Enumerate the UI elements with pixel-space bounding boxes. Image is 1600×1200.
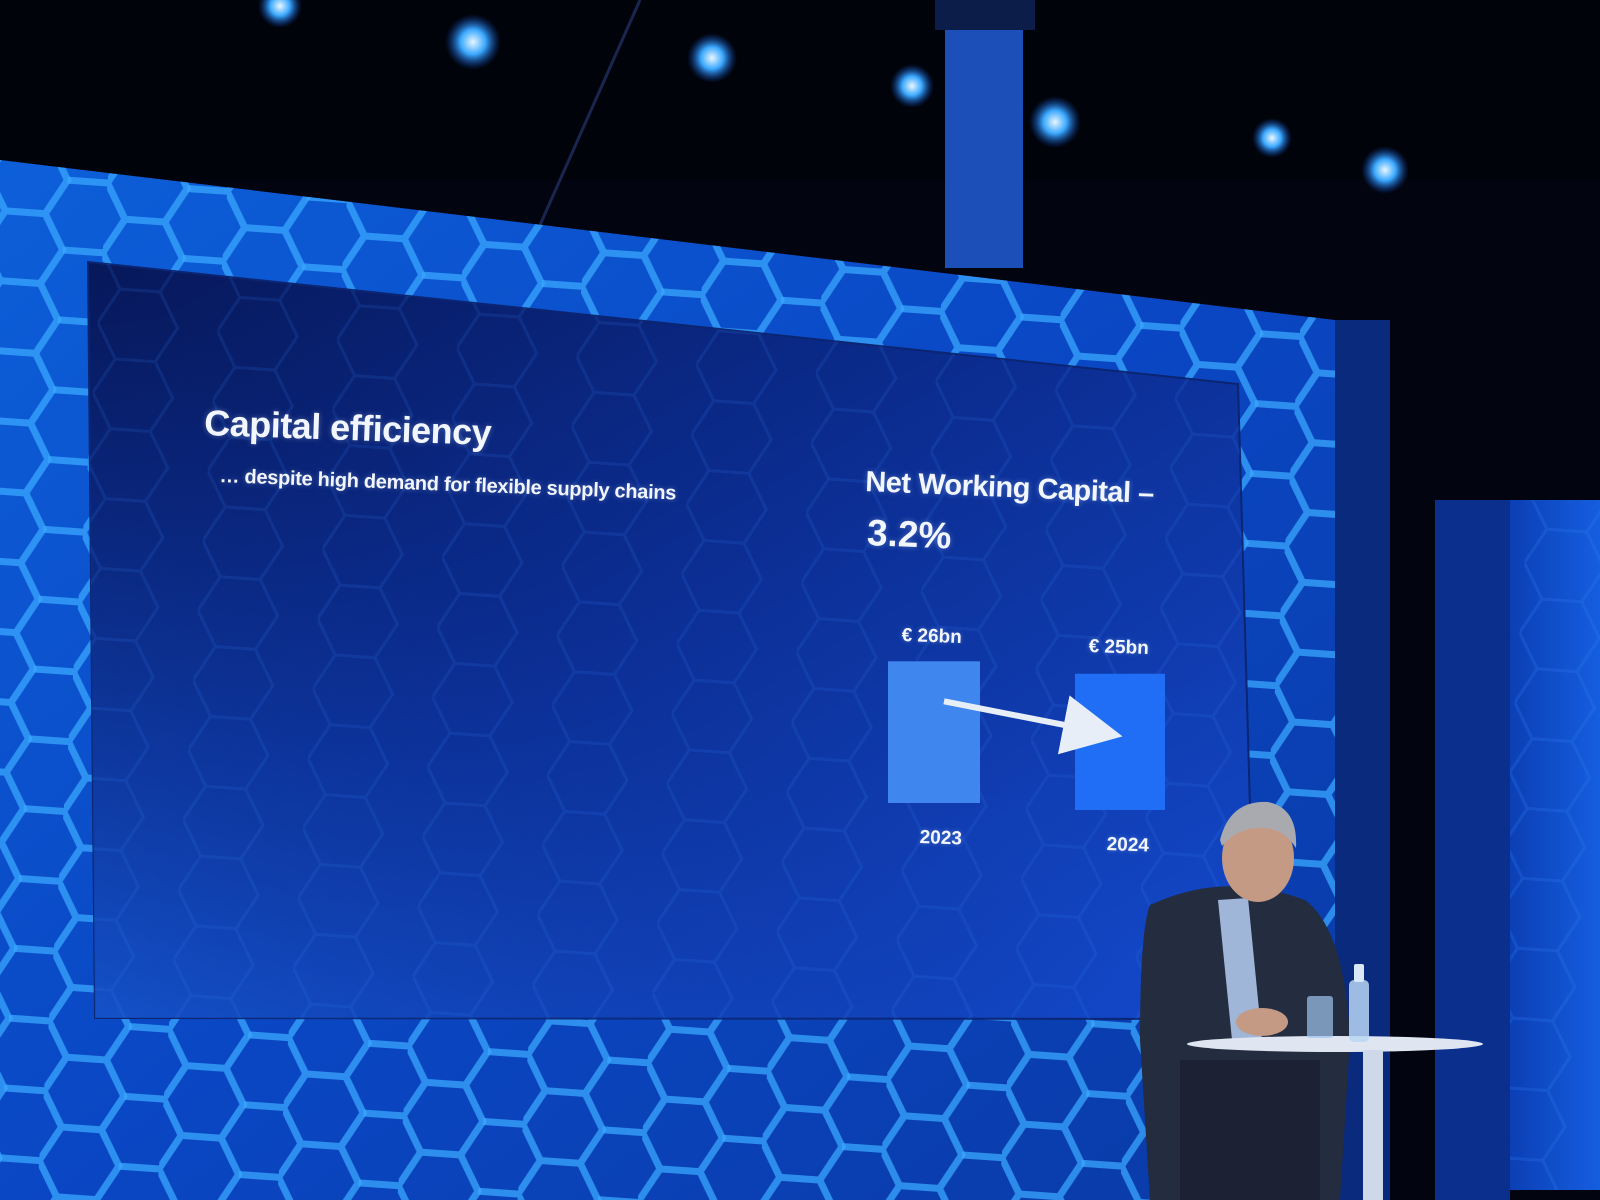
bar-2023 <box>888 661 980 803</box>
spotlight-icon <box>1029 96 1081 148</box>
bar-value-label-2023: € 26bn <box>901 625 963 649</box>
spotlight-icon <box>258 0 302 28</box>
speaker <box>1140 801 1350 1200</box>
water-bottle-cap <box>1354 964 1364 982</box>
speaker-trousers <box>1180 1060 1320 1200</box>
category-label-2023: 2023 <box>919 827 963 850</box>
category-label-2024: 2024 <box>1106 834 1150 857</box>
ceiling-pillar <box>945 30 1023 268</box>
stage-spotlights <box>258 0 1409 194</box>
speaker-shirt <box>1218 898 1262 1040</box>
spotlight-icon <box>445 14 501 70</box>
truss <box>935 0 1035 30</box>
bar-value-label-2024: € 25bn <box>1088 636 1150 660</box>
speaker-hands <box>1236 1008 1288 1036</box>
lectern-table <box>1187 964 1483 1200</box>
spotlight-icon <box>1252 118 1292 158</box>
spotlight-icon <box>890 64 934 108</box>
water-bottle <box>1349 980 1369 1042</box>
presentation-screen <box>86 260 1258 1021</box>
speaker-head <box>1222 814 1294 902</box>
spotlight-icon <box>687 33 737 83</box>
bar-2024 <box>1075 673 1165 810</box>
water-glass <box>1307 996 1333 1038</box>
rigging-cable <box>538 0 642 226</box>
kpi-value: 3.2% <box>866 512 953 557</box>
speaker-hair <box>1220 801 1297 848</box>
spotlight-icon <box>1361 146 1409 194</box>
trend-arrow-icon <box>943 695 1123 755</box>
net-working-capital-chart <box>888 661 1165 810</box>
